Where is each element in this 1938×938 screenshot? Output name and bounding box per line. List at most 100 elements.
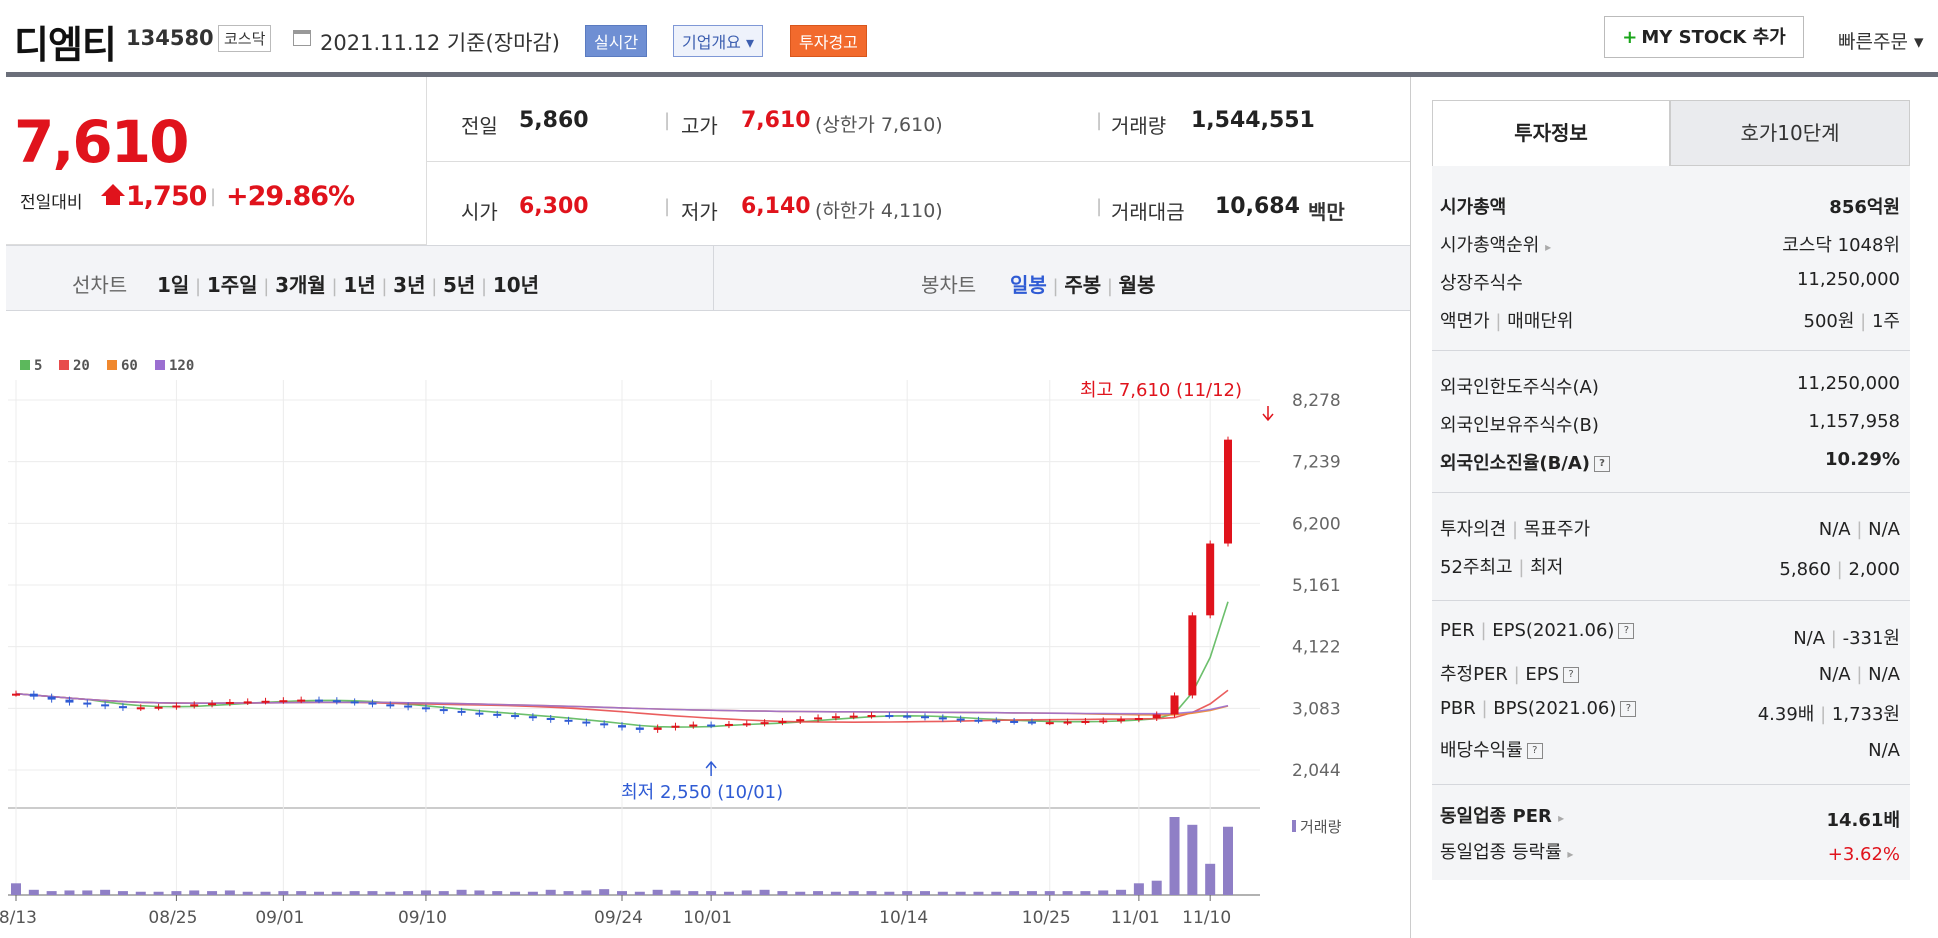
- opinion-label: 투자의견 | 목표주가: [1440, 515, 1590, 541]
- volume-bar-28: [510, 891, 521, 895]
- high-annotation: 최고 7,610 (11/12): [1080, 380, 1242, 401]
- line-period-3[interactable]: 1년: [343, 273, 376, 297]
- lower-limit: (하한가 4,110): [815, 200, 943, 222]
- volume-bar-2: [46, 891, 57, 895]
- candle-period-0[interactable]: 일봉: [1010, 273, 1047, 297]
- period-separator: |: [189, 276, 207, 297]
- volume-bar-52: [937, 891, 948, 895]
- dividend-label: 배당수익률?: [1440, 736, 1543, 762]
- volume-bar-51: [920, 891, 930, 895]
- candle-body-18: [332, 700, 341, 703]
- candle-body-0: [12, 693, 20, 696]
- candle-body-45: [814, 717, 823, 720]
- sector-change-label[interactable]: 동일업종 등락률 ▸: [1440, 838, 1573, 864]
- volume-bar-34: [617, 891, 627, 895]
- help-icon[interactable]: ?: [1594, 456, 1611, 472]
- investment-warning-badge[interactable]: 투자경고: [790, 25, 867, 57]
- volume-bar-62: [1116, 889, 1127, 895]
- volume-bar-35: [634, 891, 645, 895]
- x-tick-4: 09/24: [594, 908, 643, 928]
- est-per-number: N/A: [1818, 664, 1851, 685]
- candle-body-7: [136, 707, 145, 710]
- per-text: PER: [1440, 620, 1475, 641]
- candle-body-14: [261, 700, 270, 703]
- line-period-list: 1일 | 1주일 | 3개월 | 1년 | 3년 | 5년 | 10년: [157, 269, 539, 298]
- foreign-limit-label: 외국인한도주식수(A): [1440, 377, 1599, 398]
- candle-body-36: [653, 727, 662, 730]
- y-tick-5: 3,083: [1292, 699, 1341, 719]
- listed-shares-value: 11,250,000: [1796, 269, 1900, 290]
- stats-separator: |: [664, 110, 671, 131]
- market-cap-value: 856억원: [1800, 193, 1900, 219]
- volume-bar-24: [438, 891, 449, 895]
- quick-order-button[interactable]: 빠른주문 ▾: [1838, 31, 1924, 53]
- candle-body-11: [208, 703, 217, 706]
- price-box: [6, 77, 427, 245]
- cap-rank-value: 코스닥 1048위: [1782, 235, 1900, 256]
- calendar-icon: [293, 30, 311, 46]
- candle-body-53: [956, 718, 965, 721]
- volume-bar-43: [777, 891, 788, 895]
- volume-bar-9: [171, 891, 182, 895]
- per-value: N/A | -331원: [1700, 624, 1900, 650]
- line-period-1[interactable]: 1주일: [206, 273, 258, 297]
- cap-rank-label[interactable]: 시가총액순위 ▸: [1440, 231, 1551, 257]
- line-period-2[interactable]: 3개월: [275, 273, 326, 297]
- help-icon[interactable]: ?: [1526, 743, 1543, 759]
- add-mystock-button[interactable]: + MY STOCK 추가: [1604, 16, 1804, 58]
- tab-investment-info[interactable]: 투자정보: [1432, 100, 1670, 166]
- tab-orderbook[interactable]: 호가10단계: [1670, 100, 1910, 166]
- line-period-0[interactable]: 1일: [157, 273, 190, 297]
- x-tick-9: 11/10: [1182, 908, 1231, 928]
- sector-change-text: 동일업종 등락률: [1440, 842, 1562, 863]
- bps-number: 1,733원: [1831, 704, 1900, 725]
- market-cap-label: 시가총액: [1440, 197, 1507, 218]
- candle-body-44: [796, 719, 805, 722]
- candle-body-62: [1117, 719, 1126, 722]
- line-period-4[interactable]: 3년: [393, 273, 426, 297]
- face-value-value: 500원 | 1주: [1700, 307, 1900, 333]
- high-label: 고가: [681, 114, 718, 138]
- sector-per-value: 14.61배: [1700, 806, 1901, 832]
- eps-number: -331원: [1842, 628, 1900, 649]
- sector-per-label[interactable]: 동일업종 PER ▸: [1440, 802, 1564, 828]
- volume-bar-41: [741, 890, 752, 895]
- candle-body-13: [243, 701, 252, 704]
- candle-body-58: [1045, 722, 1054, 725]
- realtime-button[interactable]: 실시간: [585, 25, 648, 57]
- stock-name: 디엠티: [14, 23, 117, 67]
- volume-bar-64: [1151, 880, 1162, 895]
- info-divider: [1432, 784, 1910, 785]
- est-eps-number: N/A: [1868, 664, 1900, 685]
- candle-body-52: [938, 717, 947, 720]
- candle-body-55: [992, 720, 1001, 723]
- volume-bar-63: [1133, 883, 1144, 895]
- target-text: 목표주가: [1523, 519, 1591, 540]
- price-change-pct: +29.86%: [226, 181, 355, 212]
- company-overview-button[interactable]: 기업개요 ▾: [673, 25, 763, 57]
- volume-bar-32: [581, 890, 592, 895]
- volume-bar-50: [902, 891, 913, 895]
- line-period-5[interactable]: 5년: [443, 273, 476, 297]
- volume-bar-14: [260, 891, 271, 895]
- help-icon[interactable]: ?: [1618, 623, 1635, 639]
- line-period-6[interactable]: 10년: [492, 273, 540, 297]
- investment-info-box: [1432, 166, 1910, 880]
- period-separator: |: [1101, 276, 1119, 297]
- volume-bar-6: [117, 891, 128, 895]
- help-icon[interactable]: ?: [1620, 701, 1637, 717]
- chart-period-bar: [6, 245, 1411, 311]
- candle-body-8: [154, 706, 163, 709]
- candle-period-2[interactable]: 월봉: [1118, 273, 1156, 297]
- candle-period-1[interactable]: 주봉: [1064, 273, 1102, 297]
- amount-unit: 백만: [1308, 200, 1345, 224]
- foreign-limit-value: 11,250,000: [1796, 373, 1900, 394]
- help-icon[interactable]: ?: [1563, 667, 1580, 683]
- caret-right-icon: ▸: [1567, 847, 1574, 861]
- volume-bar-13: [242, 891, 253, 895]
- volume-bar-59: [1062, 891, 1073, 895]
- x-tick-6: 10/14: [879, 908, 928, 928]
- prev-close-label: 전일: [461, 114, 498, 138]
- period-separator: |: [1046, 276, 1065, 297]
- candle-body-20: [368, 702, 377, 705]
